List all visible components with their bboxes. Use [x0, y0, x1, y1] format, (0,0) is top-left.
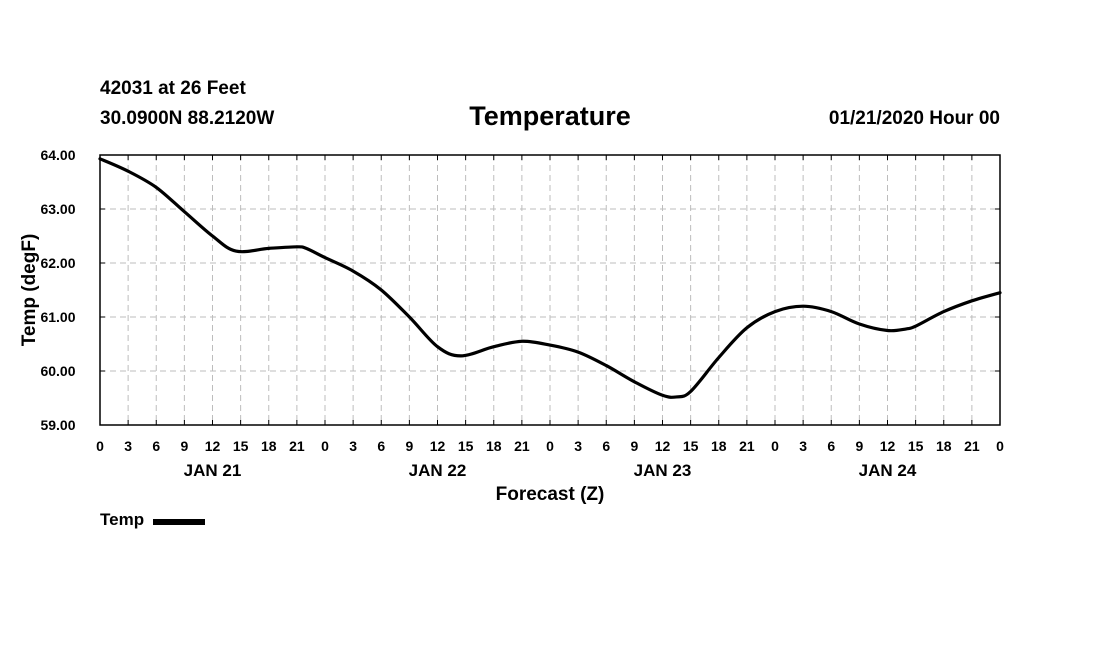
x-axis-title: Forecast (Z) — [496, 484, 605, 505]
x-tick-label: 3 — [799, 438, 807, 454]
y-axis-title: Temp (degF) — [19, 234, 40, 347]
x-tick-label: 18 — [261, 438, 277, 454]
day-label: JAN 21 — [184, 461, 242, 480]
x-tick-label: 18 — [486, 438, 502, 454]
x-tick-label: 9 — [630, 438, 638, 454]
x-tick-label: 15 — [458, 438, 474, 454]
x-tick-label: 0 — [996, 438, 1004, 454]
x-tick-label: 3 — [349, 438, 357, 454]
x-tick-label: 21 — [514, 438, 530, 454]
day-labels: JAN 21 JAN 22 JAN 23 JAN 24 — [184, 461, 917, 480]
x-tick-label: 21 — [739, 438, 755, 454]
y-tick-label: 59.00 — [40, 417, 75, 433]
day-label: JAN 23 — [634, 461, 692, 480]
x-tick-label: 3 — [124, 438, 132, 454]
x-tick-label: 0 — [546, 438, 554, 454]
day-label: JAN 24 — [859, 461, 917, 480]
x-tick-label: 0 — [771, 438, 779, 454]
grid-lines — [100, 155, 1000, 425]
forecast-run-time: 01/21/2020 Hour 00 — [828, 108, 1000, 129]
y-tick-label: 62.00 — [40, 255, 75, 271]
series-line-temp — [98, 157, 1002, 399]
x-tick-label: 6 — [377, 438, 385, 454]
station-coordinates: 30.0900N 88.2120W — [100, 108, 275, 129]
x-tick-label: 6 — [827, 438, 835, 454]
x-tick-label: 12 — [205, 438, 221, 454]
x-tick-label: 0 — [321, 438, 329, 454]
x-tick-label: 12 — [430, 438, 446, 454]
x-tick-label: 12 — [880, 438, 896, 454]
x-tick-label: 21 — [964, 438, 980, 454]
series-layer — [98, 157, 1002, 399]
x-tick-label: 6 — [602, 438, 610, 454]
y-tick-label: 63.00 — [40, 201, 75, 217]
x-tick-label: 21 — [289, 438, 305, 454]
station-label: 42031 at 26 Feet — [100, 78, 246, 99]
legend-label: Temp — [100, 510, 145, 529]
axis-ticks — [99, 154, 1001, 426]
legend: Temp — [100, 510, 206, 530]
y-axis-tick-labels: 59.00 60.00 61.00 62.00 63.00 64.00 — [40, 147, 75, 433]
day-label: JAN 22 — [409, 461, 467, 480]
x-tick-label: 15 — [233, 438, 249, 454]
y-tick-label: 64.00 — [40, 147, 75, 163]
x-tick-label: 3 — [574, 438, 582, 454]
x-axis-tick-labels: 0 3 6 9 12 15 18 21 0 3 6 9 12 15 18 21 0 3 6 9 12 15 18 21 0 3 6 9… — [96, 438, 1004, 454]
x-tick-label: 0 — [96, 438, 104, 454]
x-tick-label: 9 — [180, 438, 188, 454]
x-tick-label: 9 — [405, 438, 413, 454]
x-tick-label: 15 — [683, 438, 699, 454]
legend-swatch — [153, 518, 206, 525]
x-tick-label: 18 — [936, 438, 952, 454]
y-tick-label: 61.00 — [40, 309, 75, 325]
x-tick-label: 6 — [152, 438, 160, 454]
x-tick-label: 15 — [908, 438, 924, 454]
chart-title: Temperature — [469, 101, 631, 131]
y-tick-label: 60.00 — [40, 363, 75, 379]
x-tick-label: 12 — [655, 438, 671, 454]
x-tick-label: 18 — [711, 438, 727, 454]
x-tick-label: 9 — [855, 438, 863, 454]
